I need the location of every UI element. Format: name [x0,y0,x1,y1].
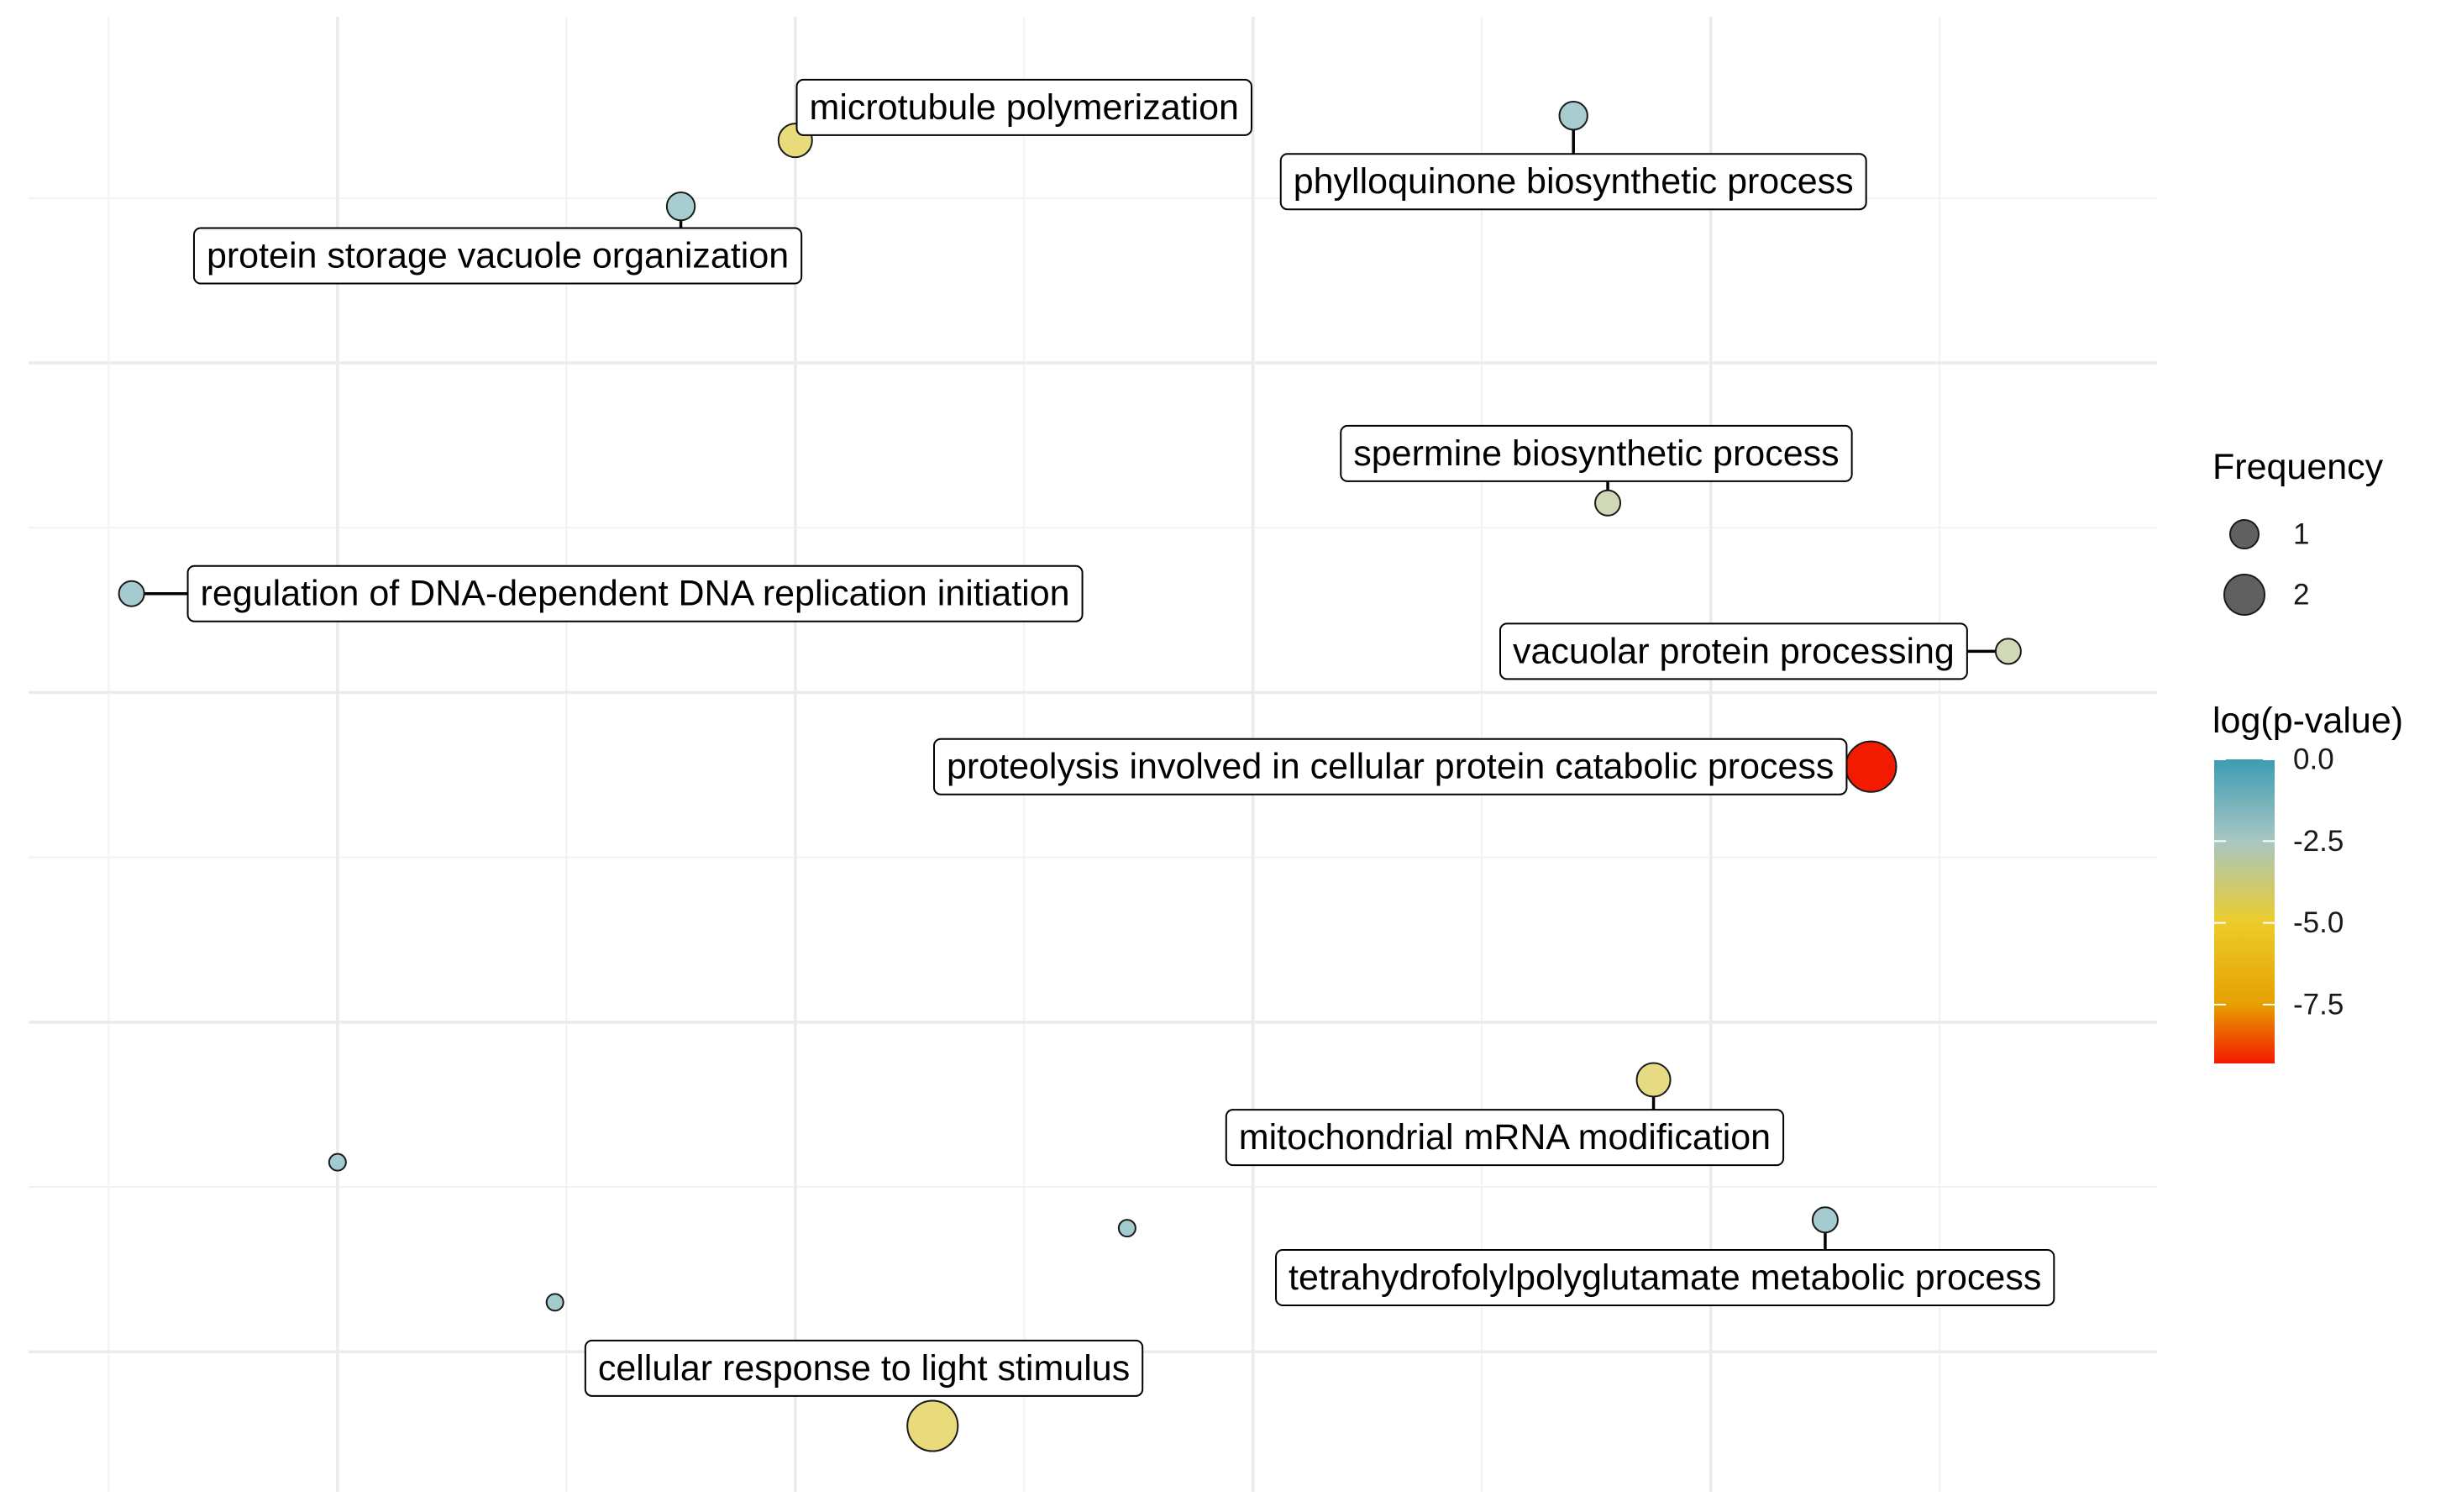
point-label: microtubule polymerization [795,78,1252,136]
colorbar-tick-label: -7.5 [2293,988,2344,1021]
size-legend-title: Frequency [2212,447,2384,487]
point-labels: microtubule polymerization phylloquinone … [186,78,2055,1397]
point-label-box [795,78,1252,136]
size-legend-label: 1 [2293,518,2309,551]
point-label-box [1275,1248,2055,1306]
point-label-text: spermine biosynthetic process [1353,433,1839,474]
point-label: regulation of DNA-dependent DNA replicat… [186,564,1084,622]
point-label-text: protein storage vacuole organization [207,235,789,276]
point-label: phylloquinone biosynthetic process [1279,153,1867,211]
data-point [1845,740,1897,793]
point-label-text: regulation of DNA-dependent DNA replicat… [201,574,1070,614]
point-label: mitochondrial mRNA modification [1225,1109,1785,1167]
data-point [118,580,145,607]
point-label-text: microtubule polymerization [810,87,1239,128]
point-label: protein storage vacuole organization [192,227,803,285]
point-label-text: phylloquinone biosynthetic process [1294,161,1854,202]
colorbar-tick-label: 0.0 [2293,743,2334,776]
point-label-box [584,1339,1144,1397]
point-label: vacuolar protein processing [1499,622,1968,680]
legend: Frequency 1 2 log(p-value)0.0 -2.5 -5.0 -7.5 [2212,447,2403,1063]
data-point [1994,638,2022,665]
color-legend-title: log(p-value) [2212,701,2403,741]
point-label: cellular response to light stimulus [584,1339,1144,1397]
data-point [328,1152,347,1172]
point-label-box [933,738,1848,795]
point-label: spermine biosynthetic process [1340,424,1853,482]
point-label-box [186,564,1084,622]
colorbar [2214,759,2275,1063]
point-label-text: vacuolar protein processing [1513,631,1955,671]
data-point [1117,1219,1136,1238]
colorbar-tick-label: -2.5 [2293,825,2344,858]
data-point [906,1399,959,1452]
point-label-text: cellular response to light stimulus [598,1348,1130,1389]
point-label-box [192,227,803,285]
points [118,101,2022,1452]
point-label-box [1340,424,1853,482]
data-point [1635,1062,1672,1098]
point-label-text: proteolysis involved in cellular protein… [947,747,1834,787]
data-point [1811,1206,1839,1234]
point-label: tetrahydrofolylpolyglutamate metabolic p… [1275,1248,2055,1306]
data-point [665,191,696,222]
size-legend-key [2223,574,2265,616]
data-point [1594,489,1622,517]
data-point [545,1293,564,1312]
label-connectors [144,129,1996,1250]
colorbar-tick-label: -5.0 [2293,906,2344,939]
data-point [1558,101,1588,131]
point-label: proteolysis involved in cellular protein… [933,738,1848,795]
size-legend-label: 2 [2293,579,2309,612]
size-legend-key [2229,519,2260,549]
point-label-text: tetrahydrofolylpolyglutamate metabolic p… [1289,1257,2041,1298]
point-label-box [1225,1109,1785,1167]
point-label-box [1499,622,1968,680]
point-label-box [1279,153,1867,211]
point-label-text: mitochondrial mRNA modification [1239,1117,1771,1158]
